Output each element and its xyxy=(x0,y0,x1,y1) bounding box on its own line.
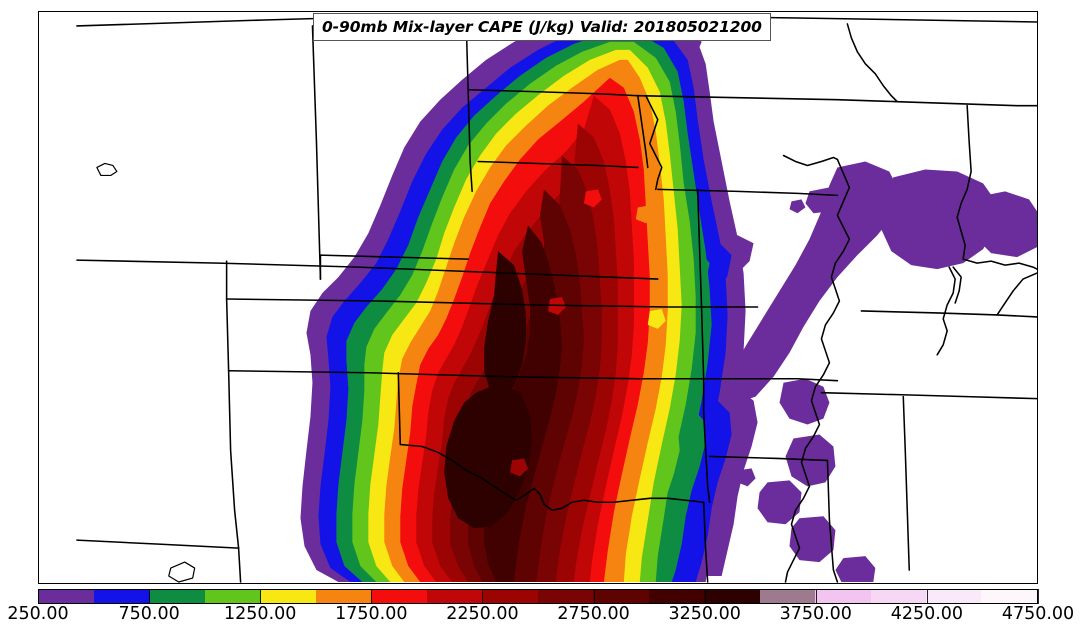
border-ne-ia-missouri-river xyxy=(645,94,663,191)
colorbar-segment-light-green xyxy=(205,590,261,603)
colorbar-segment-green xyxy=(149,590,206,603)
border-tx-ok xyxy=(399,443,705,512)
colorbar-segment-maroon xyxy=(537,590,594,603)
border-co-nm xyxy=(76,539,240,549)
border-ky-tn xyxy=(860,310,1037,318)
border-wy-ne-notch xyxy=(319,254,469,280)
border-mn-wi xyxy=(846,23,899,103)
colorbar-label: 750.00 xyxy=(118,604,180,624)
colorbar-tick xyxy=(704,589,706,604)
colorbar-segment-blue xyxy=(94,590,150,603)
border-co-ks xyxy=(225,298,230,372)
colorbar-segment-yellow xyxy=(260,590,317,603)
lake-yellowstone xyxy=(96,162,118,177)
border-ky-va xyxy=(996,272,1037,316)
cape-band-3250-3500 xyxy=(444,382,533,529)
colorbar-tick xyxy=(926,589,928,604)
border-ar-mo xyxy=(702,377,839,382)
cape-band-250-500-msvalley xyxy=(727,161,900,403)
colorbar-tick xyxy=(815,589,817,604)
border-tx-ok-panhandle xyxy=(397,371,402,446)
border-mt-wy xyxy=(76,259,659,280)
colorbar-tick xyxy=(260,589,262,604)
cape-detail-patch-1 xyxy=(635,205,654,224)
cape-band-250-500-patch-8 xyxy=(737,468,756,487)
colorbar-tick-labels: 250.00 750.00 1250.00 1750.00 2250.00 2750.00… xyxy=(0,604,1081,632)
border-ne-ks xyxy=(225,298,759,308)
colorbar-label: 4250.00 xyxy=(890,604,964,624)
colorbar-segment-deep-maroon xyxy=(593,590,649,603)
border-ia-mn xyxy=(637,94,899,103)
colorbar-label: 3750.00 xyxy=(779,604,852,624)
cape-band-250-500-patch-7 xyxy=(789,199,806,214)
cape-band-250-500-appalachia-2 xyxy=(971,191,1037,258)
plot-title-box: 0-90mb Mix-layer CAPE (J/kg) Valid: 2018… xyxy=(313,13,771,41)
plot-title: 0-90mb Mix-layer CAPE (J/kg) Valid: 2018… xyxy=(322,18,762,36)
colorbar-segment-orange xyxy=(316,590,372,603)
colorbar-label: 4750.00 xyxy=(1001,604,1075,624)
colorbar-segment-light-pink xyxy=(870,590,926,603)
cape-detail-patch-5 xyxy=(510,458,529,477)
border-mo-ks xyxy=(696,188,705,380)
colorbar-label: 3250.00 xyxy=(668,604,741,624)
colorbar xyxy=(38,589,1038,604)
colorbar-label: 1750.00 xyxy=(335,604,408,624)
border-ar-east xyxy=(702,377,711,504)
border-ks-ok xyxy=(227,369,739,380)
lake-small-sw xyxy=(168,561,196,583)
border-oh-river xyxy=(962,258,1037,270)
map-svg xyxy=(39,12,1037,583)
border-sd-ne xyxy=(477,160,639,169)
colorbar-segment-dark-red xyxy=(427,590,483,603)
colorbar-segment-mauve xyxy=(759,590,816,603)
border-nm-ok xyxy=(227,369,240,549)
border-la-south xyxy=(826,459,839,583)
colorbar-segment-very-dark-maroon xyxy=(648,590,705,603)
border-wi-il xyxy=(896,100,1037,107)
colorbar-segment-purple xyxy=(39,590,95,603)
border-wy-east xyxy=(311,25,322,280)
cape-band-250-500-appalachia xyxy=(881,169,998,270)
colorbar-ticks xyxy=(38,589,1039,604)
colorbar-tick xyxy=(149,589,151,604)
border-il-in xyxy=(956,104,972,260)
colorbar-segment-darker-red xyxy=(482,590,538,603)
cape-detail-patch-3 xyxy=(647,308,666,329)
colorbar-tick xyxy=(593,589,595,604)
border-mississippi-river xyxy=(784,158,851,583)
cape-band-3250-3500-b xyxy=(484,251,527,397)
border-nd-sd xyxy=(467,88,639,97)
map-panel xyxy=(38,11,1038,584)
colorbar-segment-pink xyxy=(815,590,871,603)
colorbar-label: 2750.00 xyxy=(557,604,630,624)
border-sd-mn-east xyxy=(637,94,649,169)
border-ms-al xyxy=(902,395,911,571)
colorbar-segment-red xyxy=(371,590,428,603)
cape-band-250-500-patch-1 xyxy=(779,378,830,425)
border-wv-detail xyxy=(936,266,956,356)
colorbar-label: 2250.00 xyxy=(446,604,519,624)
colorbar-tick xyxy=(371,589,373,604)
colorbar-segment-pale-pink xyxy=(926,590,982,603)
colorbar-label: 1250.00 xyxy=(224,604,297,624)
colorbar-tick xyxy=(482,589,484,604)
cape-band-250-500-patch-4 xyxy=(789,516,836,563)
cape-band-250-500-patch-5 xyxy=(835,556,876,583)
colorbar-tick xyxy=(1038,589,1039,604)
border-mo-il xyxy=(782,154,839,167)
border-wv-detail-2 xyxy=(952,266,962,304)
colorbar-segment-near-white-pink xyxy=(981,590,1037,603)
border-la-ar xyxy=(708,455,829,462)
border-tx-east xyxy=(702,501,709,583)
colorbar-label: 250.00 xyxy=(7,604,69,624)
border-mt-sd xyxy=(467,88,473,193)
cape-band-250-500-patch-3 xyxy=(757,480,802,525)
border-nm-tx xyxy=(237,547,242,583)
cape-detail-patch-2 xyxy=(583,189,602,208)
colorbar-segment-near-black-maroon xyxy=(704,590,760,603)
border-tn-ms xyxy=(820,391,1037,400)
